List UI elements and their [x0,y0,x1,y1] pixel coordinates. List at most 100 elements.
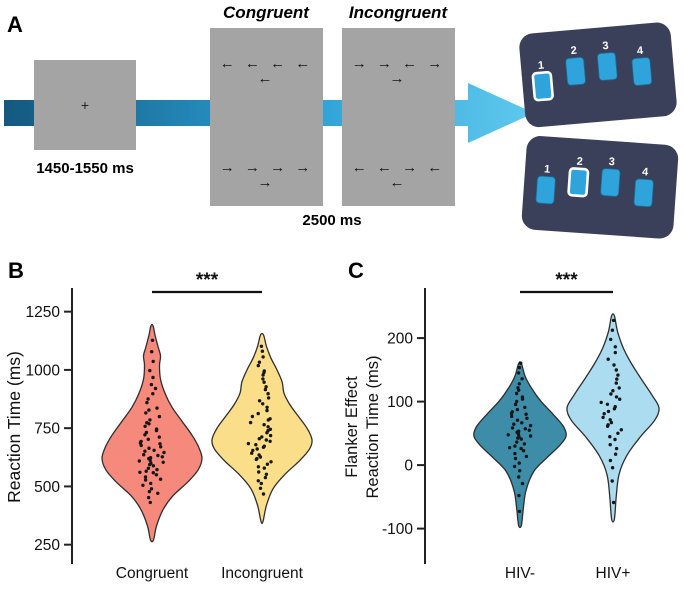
pad-bottom-button-1[interactable] [535,175,556,205]
data-point [515,407,520,412]
data-point [144,469,148,473]
data-point [610,479,614,483]
data-point [261,355,265,359]
data-point [618,397,622,401]
y-axis-title: Flanker Effect [345,376,361,478]
data-point [614,395,619,399]
pad-top-button-1[interactable] [531,70,554,102]
data-point [517,509,522,514]
data-point [146,466,151,470]
pad-top-button-4[interactable] [631,57,653,86]
pad-bottom-button-4[interactable] [633,178,654,208]
data-point [259,344,264,348]
y-tick-label: 750 [34,421,60,438]
data-point [160,455,164,459]
data-point [510,426,515,430]
x-category-label: HIV- [505,565,535,582]
response-pad: 1 2 3 4 1 2 3 4 [519,22,679,239]
y-tick-label: 250 [34,537,60,554]
violin-chart-reaction-time: 1250 1000 750 500 250 Reaction Time (ms) Congr… [4,270,313,582]
data-point [155,467,159,472]
data-point [139,439,143,444]
data-point [608,458,613,463]
response-pad-top-body [519,22,677,128]
data-point [250,451,254,455]
data-point [143,449,147,453]
data-point [520,421,524,425]
data-point [521,449,526,453]
data-point [262,369,266,373]
data-point [520,377,524,381]
data-point [614,368,618,372]
data-point [148,418,152,422]
data-point [258,486,263,490]
data-point [528,434,533,438]
data-point [523,427,527,431]
data-point [264,472,269,476]
data-point [256,363,260,368]
data-point [261,377,265,381]
pad-top-button-1-label: 1 [537,60,544,72]
congruent-arrows-top: ← ← ← ← ← [219,55,314,87]
data-point [515,440,519,444]
data-point [151,359,155,364]
data-point [151,464,156,468]
data-point [516,371,521,375]
data-point [608,418,612,422]
data-point [614,446,619,451]
data-point [606,423,610,427]
data-point [152,448,156,452]
data-point [609,392,613,396]
data-point [616,431,620,435]
data-point [265,408,269,413]
violin-hiv [566,313,660,523]
data-point [613,437,617,442]
data-point [613,350,617,355]
pad-top-button-2[interactable] [565,56,586,86]
data-point [158,442,162,446]
data-point [137,459,141,463]
data-point [263,387,268,392]
data-point [268,417,272,421]
data-point [147,489,152,494]
data-point [153,386,158,391]
data-point [257,470,261,474]
data-point [615,377,619,381]
data-point [513,444,517,448]
x-category-label: Incongruent [221,565,304,582]
data-point [512,422,516,426]
incongruent-screen: → → ← → → ← ← → ← ← [342,28,455,206]
pad-bottom-button-3[interactable] [600,168,621,197]
pad-top-button-4-label: 4 [637,45,645,58]
incongruent-arrows-bottom: ← ← → ← ← [351,159,446,191]
y-tick-label: 500 [34,479,60,496]
data-point [257,453,261,457]
data-point [513,402,518,407]
data-point [147,408,151,412]
data-point [143,424,147,428]
pad-top-button-3[interactable] [597,52,618,81]
data-point [151,392,155,396]
data-point [517,365,522,370]
x-category-label: Congruent [116,565,189,582]
data-point [599,400,603,405]
data-point [616,373,620,377]
data-point [264,438,268,442]
data-point [256,411,260,416]
violin-chart-flanker-effect: 200 100 0 -100 Flanker Effect Reaction Time (… [345,270,660,582]
data-point [149,461,153,465]
panel-a-label: A [7,12,23,37]
data-point [613,345,617,349]
data-point [518,469,522,473]
data-point [266,396,271,400]
data-point [525,416,529,420]
data-point [517,429,521,433]
data-point [611,318,616,323]
data-point [264,385,268,389]
data-point [150,338,155,342]
data-point [514,391,519,396]
data-point [257,437,261,441]
data-point [606,409,611,414]
data-point [519,446,523,451]
pad-bottom-button-2[interactable] [567,167,590,198]
